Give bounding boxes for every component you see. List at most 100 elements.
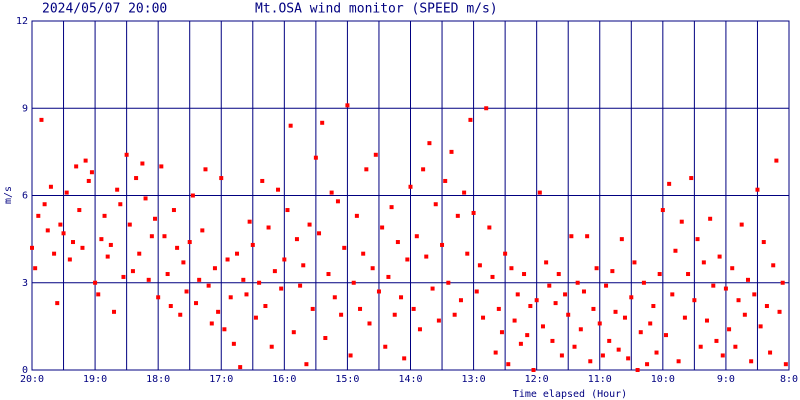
data-point (291, 330, 296, 335)
data-point (332, 295, 337, 300)
data-point (250, 242, 255, 247)
data-point (607, 338, 612, 343)
data-point (682, 315, 687, 320)
x-tick-label: 18:0 (146, 374, 170, 385)
data-point (758, 324, 763, 329)
data-point (212, 266, 217, 271)
data-point (137, 251, 142, 256)
data-point (285, 208, 290, 213)
data-point (228, 295, 233, 300)
data-point (323, 336, 328, 341)
data-point (317, 231, 322, 236)
data-point (48, 184, 53, 189)
data-point (689, 176, 694, 181)
data-point (276, 187, 281, 192)
data-point (550, 338, 555, 343)
data-point (389, 205, 394, 210)
x-tick-label: 8:0 (780, 374, 798, 385)
data-point (714, 338, 719, 343)
data-point (36, 213, 41, 218)
data-point (440, 242, 445, 247)
data-point (395, 240, 400, 245)
data-point (622, 315, 627, 320)
data-point (288, 123, 293, 128)
data-point (686, 272, 691, 277)
data-point (238, 365, 243, 370)
data-point (342, 245, 347, 250)
y-tick-label: 12 (16, 16, 28, 27)
data-point (33, 266, 38, 271)
data-point (518, 341, 523, 346)
data-point (216, 309, 221, 314)
data-point (771, 263, 776, 268)
data-point (749, 359, 754, 364)
data-point (108, 242, 113, 247)
x-tick-label: 11:0 (588, 374, 612, 385)
data-point (522, 272, 527, 277)
data-point (780, 280, 785, 285)
chart-title: 2024/05/07 20:00 (42, 2, 167, 17)
data-point (263, 304, 268, 309)
data-point (112, 309, 117, 314)
data-point (402, 356, 407, 361)
data-point (654, 350, 659, 355)
data-point (660, 208, 665, 213)
data-point (462, 190, 467, 195)
data-point (481, 315, 486, 320)
data-point (509, 266, 514, 271)
data-point (134, 176, 139, 181)
data-point (708, 216, 713, 221)
data-point (89, 170, 94, 175)
data-point (417, 327, 422, 332)
data-point (768, 350, 773, 355)
data-point (594, 266, 599, 271)
y-axis-label: m/s (3, 186, 14, 204)
data-point (77, 208, 82, 213)
data-point (178, 312, 183, 317)
x-tick-label: 17:0 (209, 374, 233, 385)
data-point (74, 164, 79, 169)
data-point (544, 260, 549, 265)
data-point (171, 208, 176, 213)
data-point (566, 312, 571, 317)
x-tick-label: 20:0 (20, 374, 44, 385)
data-point (190, 193, 195, 198)
data-point (241, 277, 246, 282)
data-point (742, 312, 747, 317)
data-point (720, 353, 725, 358)
data-point (651, 304, 656, 309)
data-point (427, 141, 432, 146)
data-point (320, 120, 325, 125)
data-point (225, 257, 230, 262)
data-point (244, 292, 249, 297)
data-point (162, 234, 167, 239)
data-point (619, 237, 624, 242)
data-point (452, 312, 457, 317)
data-point (730, 266, 735, 271)
data-point (597, 321, 602, 326)
data-point (698, 344, 703, 349)
data-point (42, 202, 47, 207)
data-point (648, 321, 653, 326)
data-point (408, 184, 413, 189)
x-tick-label: 13:0 (462, 374, 486, 385)
data-point (663, 333, 668, 338)
data-point (313, 155, 318, 160)
data-point (282, 257, 287, 262)
data-point (739, 222, 744, 227)
data-point (260, 178, 265, 183)
data-point (499, 330, 504, 335)
data-point (474, 289, 479, 294)
data-point (96, 292, 101, 297)
data-point (635, 368, 640, 372)
data-point (755, 187, 760, 192)
data-point (187, 240, 192, 245)
data-point (764, 304, 769, 309)
data-point (124, 152, 129, 157)
data-point (153, 216, 158, 221)
data-point (657, 272, 662, 277)
data-point (364, 167, 369, 172)
y-tick-label: 6 (22, 191, 28, 202)
data-point (701, 260, 706, 265)
